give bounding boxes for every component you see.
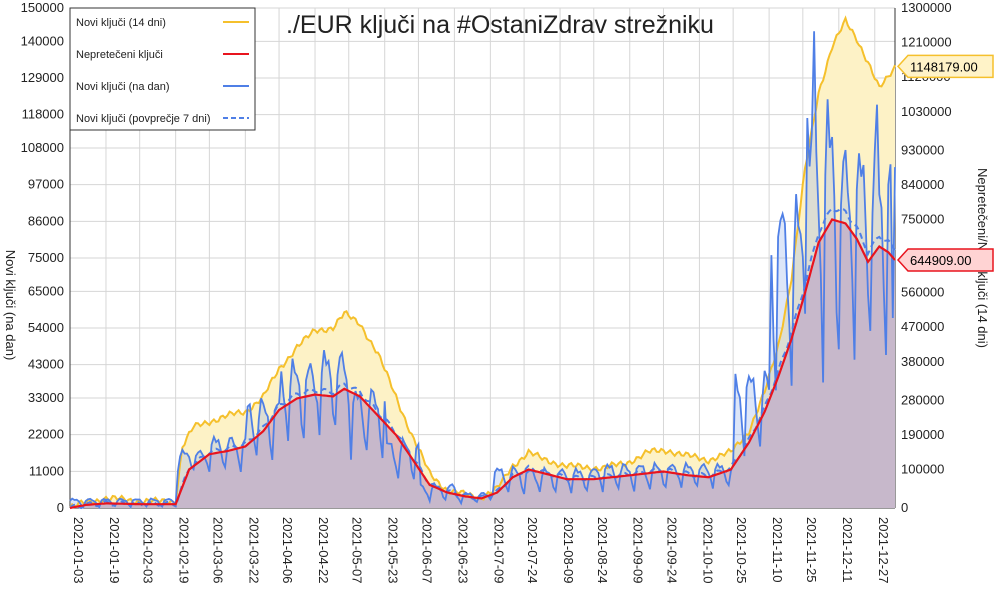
value-badge: [896, 248, 994, 272]
x-axis-ticks: 2021-01-03 2021-01-19 2021-02-03 2021-02-19…: [71, 517, 891, 584]
x-tick-label: 2021-04-06: [280, 517, 295, 584]
left-axis-ticks: 0 11000 22000 33000 43000 54000 65000 75000 8600…: [21, 0, 64, 515]
x-tick-label: 2021-01-19: [107, 517, 122, 584]
x-tick-label: 2021-02-03: [141, 517, 156, 584]
x-tick-label: 2021-05-23: [386, 517, 401, 584]
left-tick-label: 33000: [28, 390, 64, 405]
legend: Novi ključi (14 dni) Nepretečeni ključi No…: [69, 7, 256, 131]
left-tick-label: 86000: [28, 213, 64, 228]
right-tick-label: 560000: [901, 285, 944, 300]
right-tick-label: 1030000: [901, 104, 952, 119]
x-tick-label: 2021-02-19: [177, 517, 192, 584]
left-tick-label: 0: [57, 500, 64, 515]
x-tick-label: 2021-10-25: [734, 517, 749, 584]
x-tick-label: 2021-10-10: [700, 517, 715, 584]
legend-label: Novi ključi (14 dni): [76, 17, 166, 29]
left-tick-label: 22000: [28, 427, 64, 442]
x-tick-label: 2021-09-09: [631, 517, 646, 584]
left-tick-label: 108000: [21, 140, 64, 155]
left-tick-label: 97000: [28, 177, 64, 192]
legend-label: Novi ključi (povprečje 7 dni): [76, 113, 211, 125]
x-tick-label: 2021-03-06: [210, 517, 225, 584]
x-tick-label: 2021-06-07: [419, 517, 434, 584]
series-areas: [70, 18, 895, 509]
left-tick-label: 75000: [28, 250, 64, 265]
right-tick-label: 1210000: [901, 35, 952, 50]
right-tick-label: 0: [901, 500, 908, 515]
left-tick-label: 118000: [22, 107, 64, 122]
right-tick-label: 190000: [901, 427, 944, 442]
x-tick-label: 2021-06-23: [455, 517, 470, 584]
value-badge-label: 1148179.00: [910, 59, 978, 74]
left-tick-label: 43000: [28, 357, 64, 372]
x-tick-label: 2021-01-03: [71, 517, 86, 584]
left-tick-label: 11000: [29, 463, 64, 478]
area-novi-kljuci-na-dan: [70, 31, 895, 509]
area-novi-kljuci-14-dni: [70, 18, 895, 508]
left-axis-title: Novi ključi (na dan): [3, 250, 18, 361]
area-nepreteceni-kljuci: [70, 219, 895, 508]
right-tick-label: 840000: [901, 177, 944, 192]
right-tick-label: 1300000: [901, 0, 952, 15]
series-lines: [69, 15, 896, 510]
chart-title: ./EUR ključi na #OstaniZdrav strežniku: [286, 11, 714, 39]
x-tick-label: 2021-11-25: [804, 517, 819, 583]
value-badge-label: 644909.00: [910, 253, 971, 268]
right-tick-label: 750000: [901, 212, 944, 227]
line-novi-kljuci-povprecje-7-dni: [69, 207, 896, 510]
x-tick-label: 2021-12-11: [840, 517, 855, 583]
x-tick-label: 2021-12-27: [876, 517, 891, 584]
x-tick-label: 2021-11-10: [770, 517, 785, 583]
left-tick-label: 54000: [28, 320, 64, 335]
x-tick-label: 2021-04-22: [316, 517, 331, 584]
line-novi-kljuci-14-dni: [69, 15, 896, 509]
x-tick-label: 2021-03-22: [246, 517, 261, 584]
x-tick-label: 2021-08-09: [561, 517, 576, 584]
x-tick-label: 2021-05-07: [350, 517, 365, 584]
legend-label: Novi ključi (na dan): [76, 81, 170, 93]
left-tick-label: 150000: [21, 0, 64, 15]
legend-box: [69, 7, 256, 131]
x-tick-label: 2021-08-24: [595, 517, 610, 584]
legend-label: Nepretečeni ključi: [76, 49, 163, 61]
left-tick-label: 129000: [21, 70, 64, 85]
x-tick-label: 2021-07-09: [491, 517, 506, 584]
right-tick-label: 380000: [901, 354, 944, 369]
left-tick-label: 65000: [28, 283, 64, 298]
right-tick-label: 280000: [901, 392, 944, 407]
x-tick-label: 2021-07-24: [525, 517, 540, 584]
left-tick-label: 140000: [21, 33, 64, 48]
right-tick-label: 470000: [901, 319, 944, 334]
value-badge: [896, 54, 994, 79]
value-badges: 1148179.00 644909.00: [896, 54, 994, 272]
right-tick-label: 100000: [901, 462, 944, 477]
right-tick-label: 930000: [901, 142, 944, 157]
line-nepreteceni-kljuci: [69, 218, 896, 510]
x-tick-label: 2021-09-24: [664, 517, 679, 584]
